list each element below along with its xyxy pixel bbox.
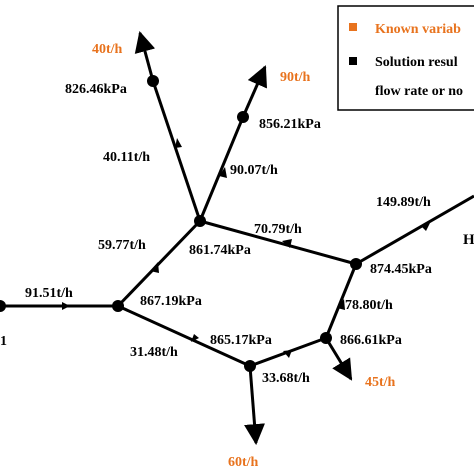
flow-label-31-48: 31.48t/h [130,345,178,360]
node-inlet-left [0,300,6,312]
pressure-label-861-74: 861.74kPa [189,243,251,258]
flow-label-70-79: 70.79t/h [254,222,302,237]
flow-label-91-51: 91.51t/h [25,286,73,301]
flow-arrow-left-upper [150,262,159,273]
pipe-right-inlet [355,194,474,266]
pipe-left-lower [117,304,251,368]
node-874-45 [350,258,362,270]
flow-label-40-11: 40.11t/h [103,150,150,165]
legend-box [337,5,474,111]
node-866-61 [320,332,332,344]
flow-label-149-89: 149.89t/h [376,195,431,210]
known-label-60: 60t/h [228,455,259,470]
known-label-90: 90t/h [280,70,311,85]
pipe-upper-to-856 [198,116,245,222]
node-826-46 [147,75,159,87]
pressure-label-865-17: 865.17kPa [210,333,272,348]
pressure-label-826-46: 826.46kPa [65,82,127,97]
flow-arrows [62,138,430,358]
known-label-40: 40t/h [92,42,123,57]
outlet-90 [241,65,267,118]
legend-result-label: Solution resul [375,55,458,70]
flow-arrow-inlet [62,302,70,310]
right-edge-label: H [463,232,474,248]
nodes [0,75,362,372]
flow-arrow-lower-right-bottom [283,350,292,358]
pipe-left-upper [116,219,202,308]
legend-result-swatch [349,57,357,65]
flow-arrow-upper-826 [175,138,182,148]
node-861-74 [194,215,206,227]
outlet-60 [244,365,265,446]
left-edge-label: 1 [0,334,7,349]
flow-arrow-right-lower [337,299,345,310]
flow-arrow-left-lower [191,334,199,342]
flow-label-33-68: 33.68t/h [262,371,310,386]
outlet-40 [134,30,156,82]
flow-arrow-upper-right [282,239,292,248]
legend-known-label: Known variab [375,22,461,37]
flow-arrow-upper-856 [219,167,227,178]
flow-label-59-77: 59.77t/h [98,238,146,253]
legend-result-label-line2: flow rate or no [375,84,463,99]
flow-label-90-07: 90.07t/h [230,163,278,178]
pressure-label-874-45: 874.45kPa [370,262,432,277]
outlet-45 [324,337,353,381]
legend: Known variab Solution resul flow rate or… [337,5,474,111]
known-labels: 40t/h 90t/h 45t/h 60t/h [92,42,396,470]
node-865-17 [244,360,256,372]
pressure-label-856-21: 856.21kPa [259,117,321,132]
known-label-45: 45t/h [365,375,396,390]
node-856-21 [237,111,249,123]
flow-label-78-80: 78.80t/h [345,298,393,313]
pressure-labels: 826.46kPa 856.21kPa 861.74kPa 874.45kPa … [65,82,432,348]
pipes [0,80,474,368]
legend-known-swatch [349,23,357,31]
outlets [134,30,353,446]
flow-arrow-right-inlet [421,223,430,231]
pipe-right-to-lower-right [324,263,358,339]
pressure-label-867-19: 867.19kPa [140,294,202,309]
pipe-upper-to-826 [151,80,202,222]
pressure-label-866-61: 866.61kPa [340,333,402,348]
pipe-upper-right [199,219,357,266]
flow-labels: 40.11t/h 90.07t/h 59.77t/h 70.79t/h 149.… [25,150,431,386]
node-867-19 [112,300,124,312]
